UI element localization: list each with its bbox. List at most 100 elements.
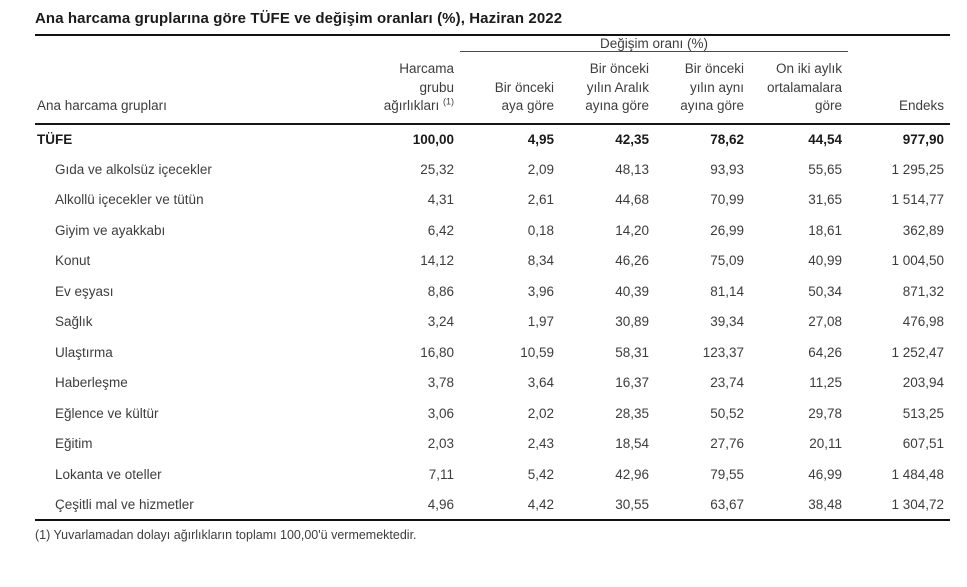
change-rate-span-header: Değişim oranı (%): [460, 36, 849, 52]
row-label: Gıda ve alkolsüz içecekler: [55, 161, 212, 177]
cell-prev-year-same-month: 39,34: [710, 314, 744, 330]
header-prev-year-same-month: Bir önceki yılın aynı ayına göre: [655, 51, 750, 125]
footnote: (1) Yuvarlamadan dolayı ağırlıkların top…: [35, 528, 417, 542]
cell-prev-month: 2,09: [527, 161, 554, 177]
cell-prev-month: 0,18: [527, 222, 554, 238]
cell-weight: 4,31: [427, 192, 454, 208]
cell-twelve-month-avg: 55,65: [808, 161, 843, 177]
cell-twelve-month-avg: 44,54: [808, 131, 843, 147]
table-row: Gıda ve alkolsüz içecekler 25,32 2,09 48…: [35, 154, 950, 185]
cell-weight: 16,80: [420, 344, 454, 360]
cell-twelve-month-avg: 64,26: [808, 344, 843, 360]
cell-prev-year-same-month: 50,52: [710, 405, 744, 421]
cell-index: 513,25: [902, 405, 945, 421]
cell-index: 1 004,50: [891, 253, 945, 269]
cell-prev-december: 40,39: [615, 283, 649, 299]
cell-prev-december: 46,26: [615, 253, 649, 269]
table-row: Ulaştırma 16,80 10,59 58,31 123,37 64,26…: [35, 337, 950, 368]
cell-twelve-month-avg: 38,48: [808, 496, 843, 512]
cell-twelve-month-avg: 40,99: [808, 253, 843, 269]
cell-weight: 3,78: [427, 375, 454, 391]
table-row: Çeşitli mal ve hizmetler 4,96 4,42 30,55…: [35, 490, 950, 521]
cell-weight: 25,32: [420, 161, 454, 177]
cpi-table: Değişim oranı (%) Ana harcama grupları H…: [35, 36, 951, 521]
cell-twelve-month-avg: 31,65: [808, 192, 843, 208]
cell-prev-month: 5,42: [527, 466, 554, 482]
cell-weight: 6,42: [427, 222, 454, 238]
cell-prev-year-same-month: 123,37: [702, 344, 744, 360]
header-twelve-month-avg: On iki aylık ortalamalara göre: [750, 51, 849, 125]
cell-index: 1 514,77: [891, 192, 945, 208]
table-row: Lokanta ve oteller 7,11 5,42 42,96 79,55…: [35, 459, 950, 490]
cell-prev-year-same-month: 26,99: [710, 222, 744, 238]
cell-twelve-month-avg: 20,11: [809, 436, 843, 452]
row-label: Sağlık: [55, 314, 93, 330]
cell-prev-year-same-month: 63,67: [710, 496, 744, 512]
table-row: Sağlık 3,24 1,97 30,89 39,34 27,08 476,9…: [35, 307, 950, 338]
table-row: Giyim ve ayakkabı 6,42 0,18 14,20 26,99 …: [35, 215, 950, 246]
cell-index: 1 484,48: [891, 466, 945, 482]
cell-prev-month: 10,59: [520, 344, 554, 360]
cell-weight: 7,11: [428, 466, 454, 482]
row-label: Çeşitli mal ve hizmetler: [55, 496, 194, 512]
column-header-row: Ana harcama grupları Harcama grubu ağırl…: [35, 51, 951, 125]
cell-weight: 3,24: [427, 314, 454, 330]
cell-prev-december: 30,55: [615, 496, 649, 512]
page-title: Ana harcama gruplarına göre TÜFE ve deği…: [35, 10, 950, 36]
table-header: Değişim oranı (%) Ana harcama grupları H…: [35, 36, 951, 125]
header-groups: Ana harcama grupları: [35, 51, 315, 125]
cell-prev-year-same-month: 93,93: [710, 161, 744, 177]
cell-prev-year-same-month: 81,14: [710, 283, 744, 299]
cell-prev-december: 58,31: [615, 344, 649, 360]
cell-prev-december: 48,13: [615, 161, 649, 177]
header-prev-december: Bir önceki yılın Aralık ayına göre: [560, 51, 655, 125]
row-label: Alkollü içecekler ve tütün: [55, 192, 204, 208]
cell-index: 1 252,47: [891, 344, 945, 360]
cell-prev-december: 44,68: [615, 192, 649, 208]
row-label: Ulaştırma: [55, 344, 113, 360]
cell-weight: 4,96: [427, 496, 454, 512]
cell-twelve-month-avg: 27,08: [808, 314, 843, 330]
cell-twelve-month-avg: 29,78: [808, 405, 843, 421]
cell-weight: 2,03: [427, 436, 454, 452]
row-label: TÜFE: [37, 131, 73, 147]
cell-twelve-month-avg: 11,25: [809, 375, 843, 391]
table-row: Alkollü içecekler ve tütün 4,31 2,61 44,…: [35, 185, 950, 216]
table-row: Konut 14,12 8,34 46,26 75,09 40,99 1 004…: [35, 246, 950, 277]
header-weights-text: Harcama grubu ağırlıkları: [383, 61, 454, 113]
cell-prev-december: 30,89: [615, 314, 649, 330]
row-label: Konut: [55, 253, 91, 269]
row-label: Giyim ve ayakkabı: [55, 222, 166, 238]
table-row: TÜFE 100,00 4,95 42,35 78,62 44,54 977,9…: [35, 124, 950, 155]
cell-prev-month: 2,02: [527, 405, 554, 421]
cell-prev-month: 1,97: [527, 314, 554, 330]
cell-prev-month: 2,43: [527, 436, 554, 452]
cell-index: 871,32: [902, 283, 945, 299]
cell-prev-year-same-month: 78,62: [710, 131, 744, 147]
cell-weight: 3,06: [427, 405, 454, 421]
cell-index: 1 304,72: [891, 496, 945, 512]
row-label: Eğitim: [55, 436, 93, 452]
row-label: Haberleşme: [55, 375, 128, 391]
cell-prev-december: 14,20: [615, 222, 649, 238]
footnote-marker: (1): [443, 96, 454, 107]
cell-index: 1 295,25: [891, 161, 945, 177]
cell-twelve-month-avg: 46,99: [808, 466, 843, 482]
cell-prev-december: 42,96: [615, 466, 649, 482]
cell-prev-month: 2,61: [527, 192, 554, 208]
table-row: Ev eşyası 8,86 3,96 40,39 81,14 50,34 87…: [35, 276, 950, 307]
table-row: Eğitim 2,03 2,43 18,54 27,76 20,11 607,5…: [35, 429, 950, 460]
cell-prev-year-same-month: 70,99: [710, 192, 744, 208]
cell-prev-december: 18,54: [615, 436, 649, 452]
header-index: Endeks: [848, 51, 951, 125]
span-spacer-left: [35, 36, 460, 52]
table-row: Haberleşme 3,78 3,64 16,37 23,74 11,25 2…: [35, 368, 950, 399]
cell-prev-year-same-month: 79,55: [710, 466, 744, 482]
cell-weight: 14,12: [420, 253, 454, 269]
cell-index: 977,90: [902, 131, 945, 147]
cell-twelve-month-avg: 50,34: [808, 283, 843, 299]
cell-prev-month: 3,96: [527, 283, 554, 299]
cell-prev-month: 3,64: [527, 375, 554, 391]
cell-index: 607,51: [902, 436, 945, 452]
